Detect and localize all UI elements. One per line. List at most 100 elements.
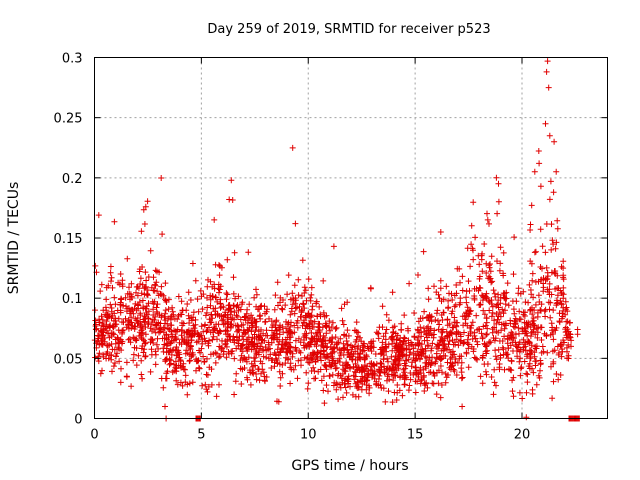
data-point	[494, 210, 501, 217]
data-point	[276, 331, 283, 338]
data-point	[457, 333, 464, 340]
data-point	[273, 328, 280, 334]
data-point	[319, 337, 326, 344]
data-point	[438, 382, 445, 388]
data-point	[232, 378, 239, 385]
data-point	[543, 221, 550, 227]
data-point	[553, 371, 560, 377]
data-point	[407, 370, 414, 376]
data-point	[257, 343, 264, 350]
data-point	[523, 414, 530, 421]
data-point	[289, 290, 296, 297]
data-point	[329, 349, 336, 356]
data-point	[381, 346, 388, 353]
data-point	[562, 311, 569, 318]
data-point	[533, 345, 540, 352]
data-point	[530, 315, 537, 321]
data-point	[483, 331, 490, 338]
data-point	[457, 295, 464, 302]
data-point	[440, 347, 447, 354]
data-point	[393, 357, 399, 364]
data-point	[216, 272, 223, 279]
data-point	[486, 220, 492, 227]
data-point	[308, 329, 315, 336]
data-point	[186, 344, 193, 351]
data-point	[292, 220, 299, 227]
data-point	[383, 326, 390, 333]
data-point	[370, 361, 377, 368]
data-point	[103, 350, 110, 357]
data-point	[210, 350, 217, 357]
data-point	[554, 272, 561, 279]
data-point	[364, 363, 371, 370]
data-point	[527, 221, 534, 228]
data-point	[278, 305, 285, 312]
data-point	[335, 396, 342, 403]
data-point	[452, 359, 459, 366]
x-axis-ticks: 0 5 10 15 20	[90, 57, 530, 443]
data-point	[463, 294, 470, 301]
data-point	[289, 144, 296, 151]
data-point	[557, 298, 564, 304]
data-point	[414, 348, 421, 355]
data-point	[483, 270, 490, 276]
data-point	[158, 283, 165, 290]
data-point	[408, 339, 414, 346]
data-point	[227, 311, 234, 318]
data-point	[340, 321, 347, 328]
data-point	[295, 335, 302, 342]
data-point	[228, 348, 235, 355]
data-point	[368, 338, 375, 345]
data-point	[122, 315, 129, 322]
data-point	[429, 340, 436, 347]
data-point	[532, 358, 539, 365]
data-point	[288, 305, 295, 312]
data-point	[128, 306, 135, 313]
data-point	[458, 353, 465, 360]
data-point	[420, 248, 427, 255]
data-point	[112, 360, 118, 366]
data-point	[103, 318, 110, 325]
data-point	[188, 317, 195, 324]
data-point	[480, 307, 487, 314]
data-point	[437, 363, 444, 369]
data-point	[562, 306, 569, 313]
data-point	[360, 365, 366, 372]
data-point	[517, 365, 524, 372]
data-point	[435, 367, 442, 374]
data-point	[379, 303, 386, 310]
data-point	[529, 270, 536, 277]
data-point	[178, 332, 185, 339]
data-point	[158, 175, 165, 181]
data-point	[497, 354, 504, 361]
data-point	[92, 354, 99, 361]
data-point	[224, 256, 231, 263]
data-point	[235, 304, 242, 311]
data-point	[390, 372, 397, 379]
data-point	[415, 374, 422, 380]
data-point	[176, 339, 183, 346]
data-point	[197, 287, 204, 294]
data-point	[553, 297, 560, 304]
data-point	[215, 281, 222, 288]
data-point	[294, 324, 301, 331]
data-point	[135, 285, 142, 292]
data-point	[544, 269, 551, 276]
data-point	[236, 333, 243, 340]
data-point	[355, 393, 362, 400]
data-point	[423, 359, 430, 366]
data-point	[325, 388, 331, 395]
data-point	[314, 338, 321, 345]
data-point	[315, 327, 322, 334]
data-point	[228, 177, 235, 184]
y-tick-label: 0.25	[54, 112, 83, 127]
data-point	[431, 327, 438, 334]
data-point	[292, 295, 299, 302]
data-point	[107, 301, 114, 308]
data-point	[468, 343, 475, 350]
data-point	[500, 351, 507, 358]
data-point	[111, 310, 118, 317]
data-point	[330, 345, 337, 352]
data-point	[410, 355, 417, 361]
data-point	[341, 331, 348, 338]
